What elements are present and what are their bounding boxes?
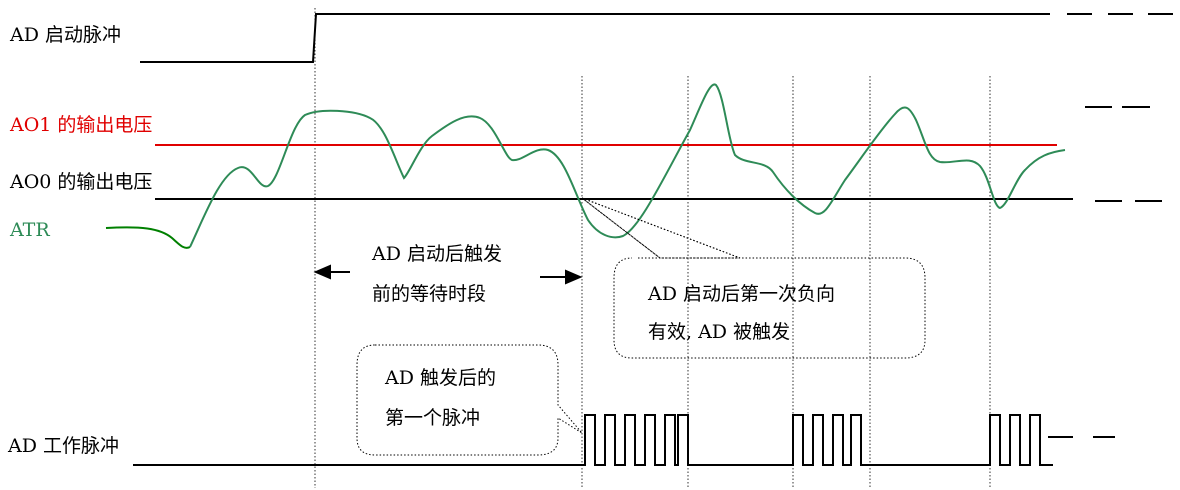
wait-arrow-left-head xyxy=(313,264,331,280)
trigger-pointer-a xyxy=(581,197,741,259)
ao1-voltage-label: AO1 的输出电压 xyxy=(10,114,153,136)
ad-work-pulse-label: AD 工作脉冲 xyxy=(8,435,119,457)
ad-start-pulse-label: AD 启动脉冲 xyxy=(10,24,121,46)
first-pulse-text-line2: 第一个脉冲 xyxy=(385,407,481,429)
wait-arrow-right-head xyxy=(565,269,583,285)
wait-period-text-line1: AD 启动后触发 xyxy=(372,243,502,265)
ad-start-pulse-waveform xyxy=(140,13,1050,63)
trigger-text-line2: 有效, AD 被触发 xyxy=(648,321,791,343)
trigger-text-line1: AD 启动后第一次负向 xyxy=(648,283,835,305)
ad-work-pulse-waveform xyxy=(133,414,1053,466)
atr-label: ATR xyxy=(10,219,50,241)
trigger-pointer-b xyxy=(581,197,661,259)
first-pulse-callout-bubble xyxy=(356,344,583,456)
first-pulse-text-line1: AD 触发后的 xyxy=(385,367,496,389)
wait-period-text-line2: 前的等待时段 xyxy=(372,283,487,305)
atr-lead-in xyxy=(105,226,191,249)
atr-curve xyxy=(189,83,1066,248)
ao0-voltage-label: AO0 的输出电压 xyxy=(10,171,153,193)
